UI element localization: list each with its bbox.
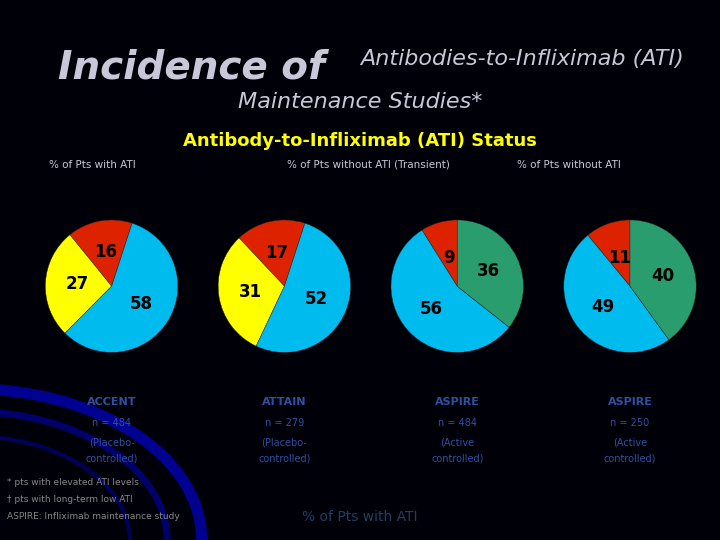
Text: n = 484: n = 484 <box>438 418 477 429</box>
Text: n = 484: n = 484 <box>92 418 131 429</box>
Wedge shape <box>391 230 509 353</box>
Text: Antibody-to-Infliximab (ATI) Status: Antibody-to-Infliximab (ATI) Status <box>183 132 537 150</box>
Text: controlled): controlled) <box>258 454 310 464</box>
Wedge shape <box>218 238 284 346</box>
Text: ATTAIN: ATTAIN <box>262 397 307 407</box>
Wedge shape <box>65 223 178 353</box>
Text: 31: 31 <box>239 282 262 301</box>
Text: controlled): controlled) <box>86 454 138 464</box>
Text: † pts with long-term low ATI: † pts with long-term low ATI <box>7 495 132 504</box>
Text: (Active: (Active <box>613 437 647 448</box>
Text: controlled): controlled) <box>431 454 483 464</box>
Text: Maintenance Studies*: Maintenance Studies* <box>238 92 482 112</box>
Text: 52: 52 <box>305 290 328 308</box>
Text: 49: 49 <box>591 298 614 316</box>
Text: ASPIRE: ASPIRE <box>435 397 480 407</box>
Text: 17: 17 <box>266 244 289 261</box>
Text: (Active: (Active <box>440 437 474 448</box>
Text: (Placebo-: (Placebo- <box>89 437 135 448</box>
Text: 58: 58 <box>130 295 153 313</box>
Text: ASPIRE: Infliximab maintenance study: ASPIRE: Infliximab maintenance study <box>7 512 180 522</box>
Wedge shape <box>239 220 305 286</box>
Text: n = 250: n = 250 <box>611 418 649 429</box>
Text: % of Pts without ATI: % of Pts without ATI <box>517 160 621 170</box>
Text: controlled): controlled) <box>604 454 656 464</box>
Text: 36: 36 <box>477 262 500 280</box>
Text: 40: 40 <box>651 267 675 285</box>
Text: 56: 56 <box>420 300 443 318</box>
Text: % of Pts with ATI: % of Pts with ATI <box>302 510 418 524</box>
Wedge shape <box>256 223 351 353</box>
Text: 27: 27 <box>66 275 89 293</box>
Text: % of Pts without ATI (Transient): % of Pts without ATI (Transient) <box>287 160 449 170</box>
Text: ACCENT: ACCENT <box>87 397 136 407</box>
Text: 16: 16 <box>94 244 117 261</box>
Wedge shape <box>457 220 523 327</box>
Wedge shape <box>588 220 630 286</box>
Text: Antibodies-to-Infliximab (ATI): Antibodies-to-Infliximab (ATI) <box>360 49 684 69</box>
Text: * pts with elevated ATI levels: * pts with elevated ATI levels <box>7 478 139 487</box>
Text: % of Pts with ATI: % of Pts with ATI <box>49 160 135 170</box>
Wedge shape <box>422 220 457 286</box>
Text: n = 279: n = 279 <box>265 418 304 429</box>
Wedge shape <box>630 220 696 340</box>
Wedge shape <box>70 220 132 286</box>
Text: 11: 11 <box>608 249 631 267</box>
Text: ASPIRE: ASPIRE <box>608 397 652 407</box>
Text: Incidence of: Incidence of <box>58 49 325 86</box>
Wedge shape <box>45 235 112 333</box>
Text: (Placebo-: (Placebo- <box>261 437 307 448</box>
Text: 9: 9 <box>443 248 455 267</box>
Wedge shape <box>564 235 669 353</box>
